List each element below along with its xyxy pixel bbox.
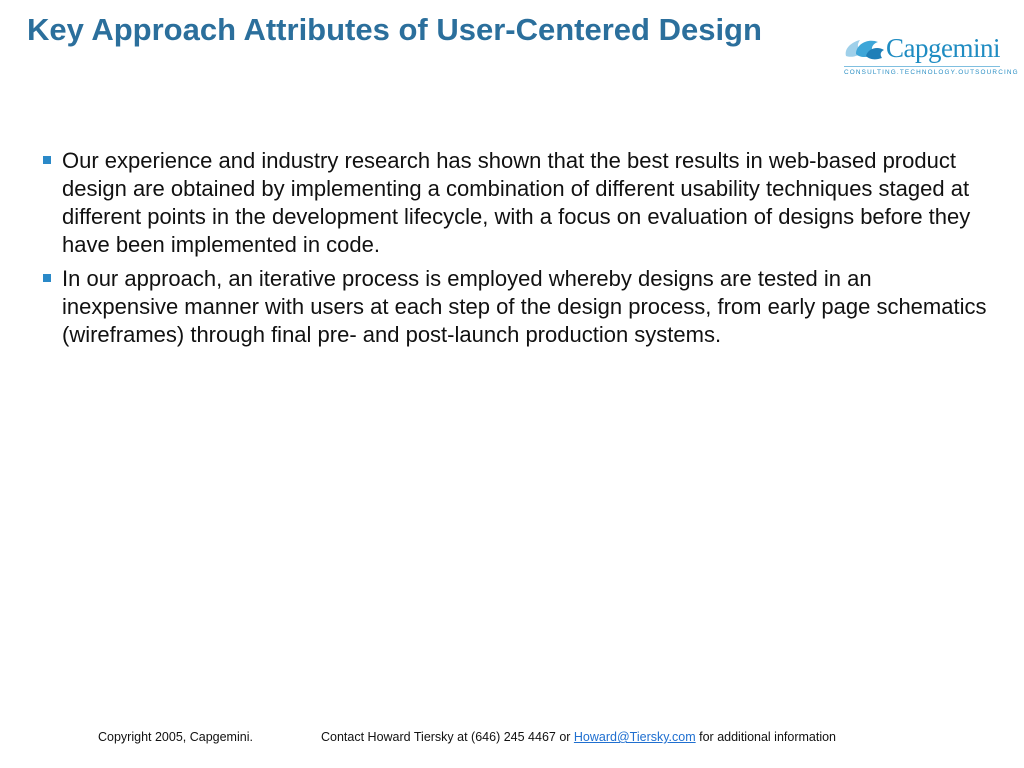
spade-icon [845,40,884,60]
footer-contact: Contact Howard Tiersky at (646) 245 4467… [321,729,836,745]
bullet-text: In our approach, an iterative process is… [62,266,987,347]
footer-contact-prefix: Contact Howard Tiersky at (646) 245 4467… [321,730,574,744]
logo-tagline: CONSULTING.TECHNOLOGY.OUTSOURCING [844,69,1019,76]
footer-copyright: Copyright 2005, Capgemini. [98,730,253,744]
bullet-text: Our experience and industry research has… [62,148,971,257]
contact-email-link[interactable]: Howard@Tiersky.com [573,730,696,744]
bullet-item: Our experience and industry research has… [40,147,990,259]
footer-contact-suffix: for additional information [695,730,837,744]
logo-divider [844,66,1000,67]
footer: Copyright 2005, Capgemini. Contact Howar… [0,729,1024,747]
bullet-item: In our approach, an iterative process is… [40,265,990,349]
capgemini-logo: Capgemini CONSULTING.TECHNOLOGY.OUTSOURC… [842,33,1019,82]
square-bullet-icon [43,156,51,164]
bullet-list: Our experience and industry research has… [40,147,990,355]
square-bullet-icon [43,274,51,282]
logo-wordmark: Capgemini [886,33,1000,63]
slide-title: Key Approach Attributes of User-Centered… [27,12,762,47]
